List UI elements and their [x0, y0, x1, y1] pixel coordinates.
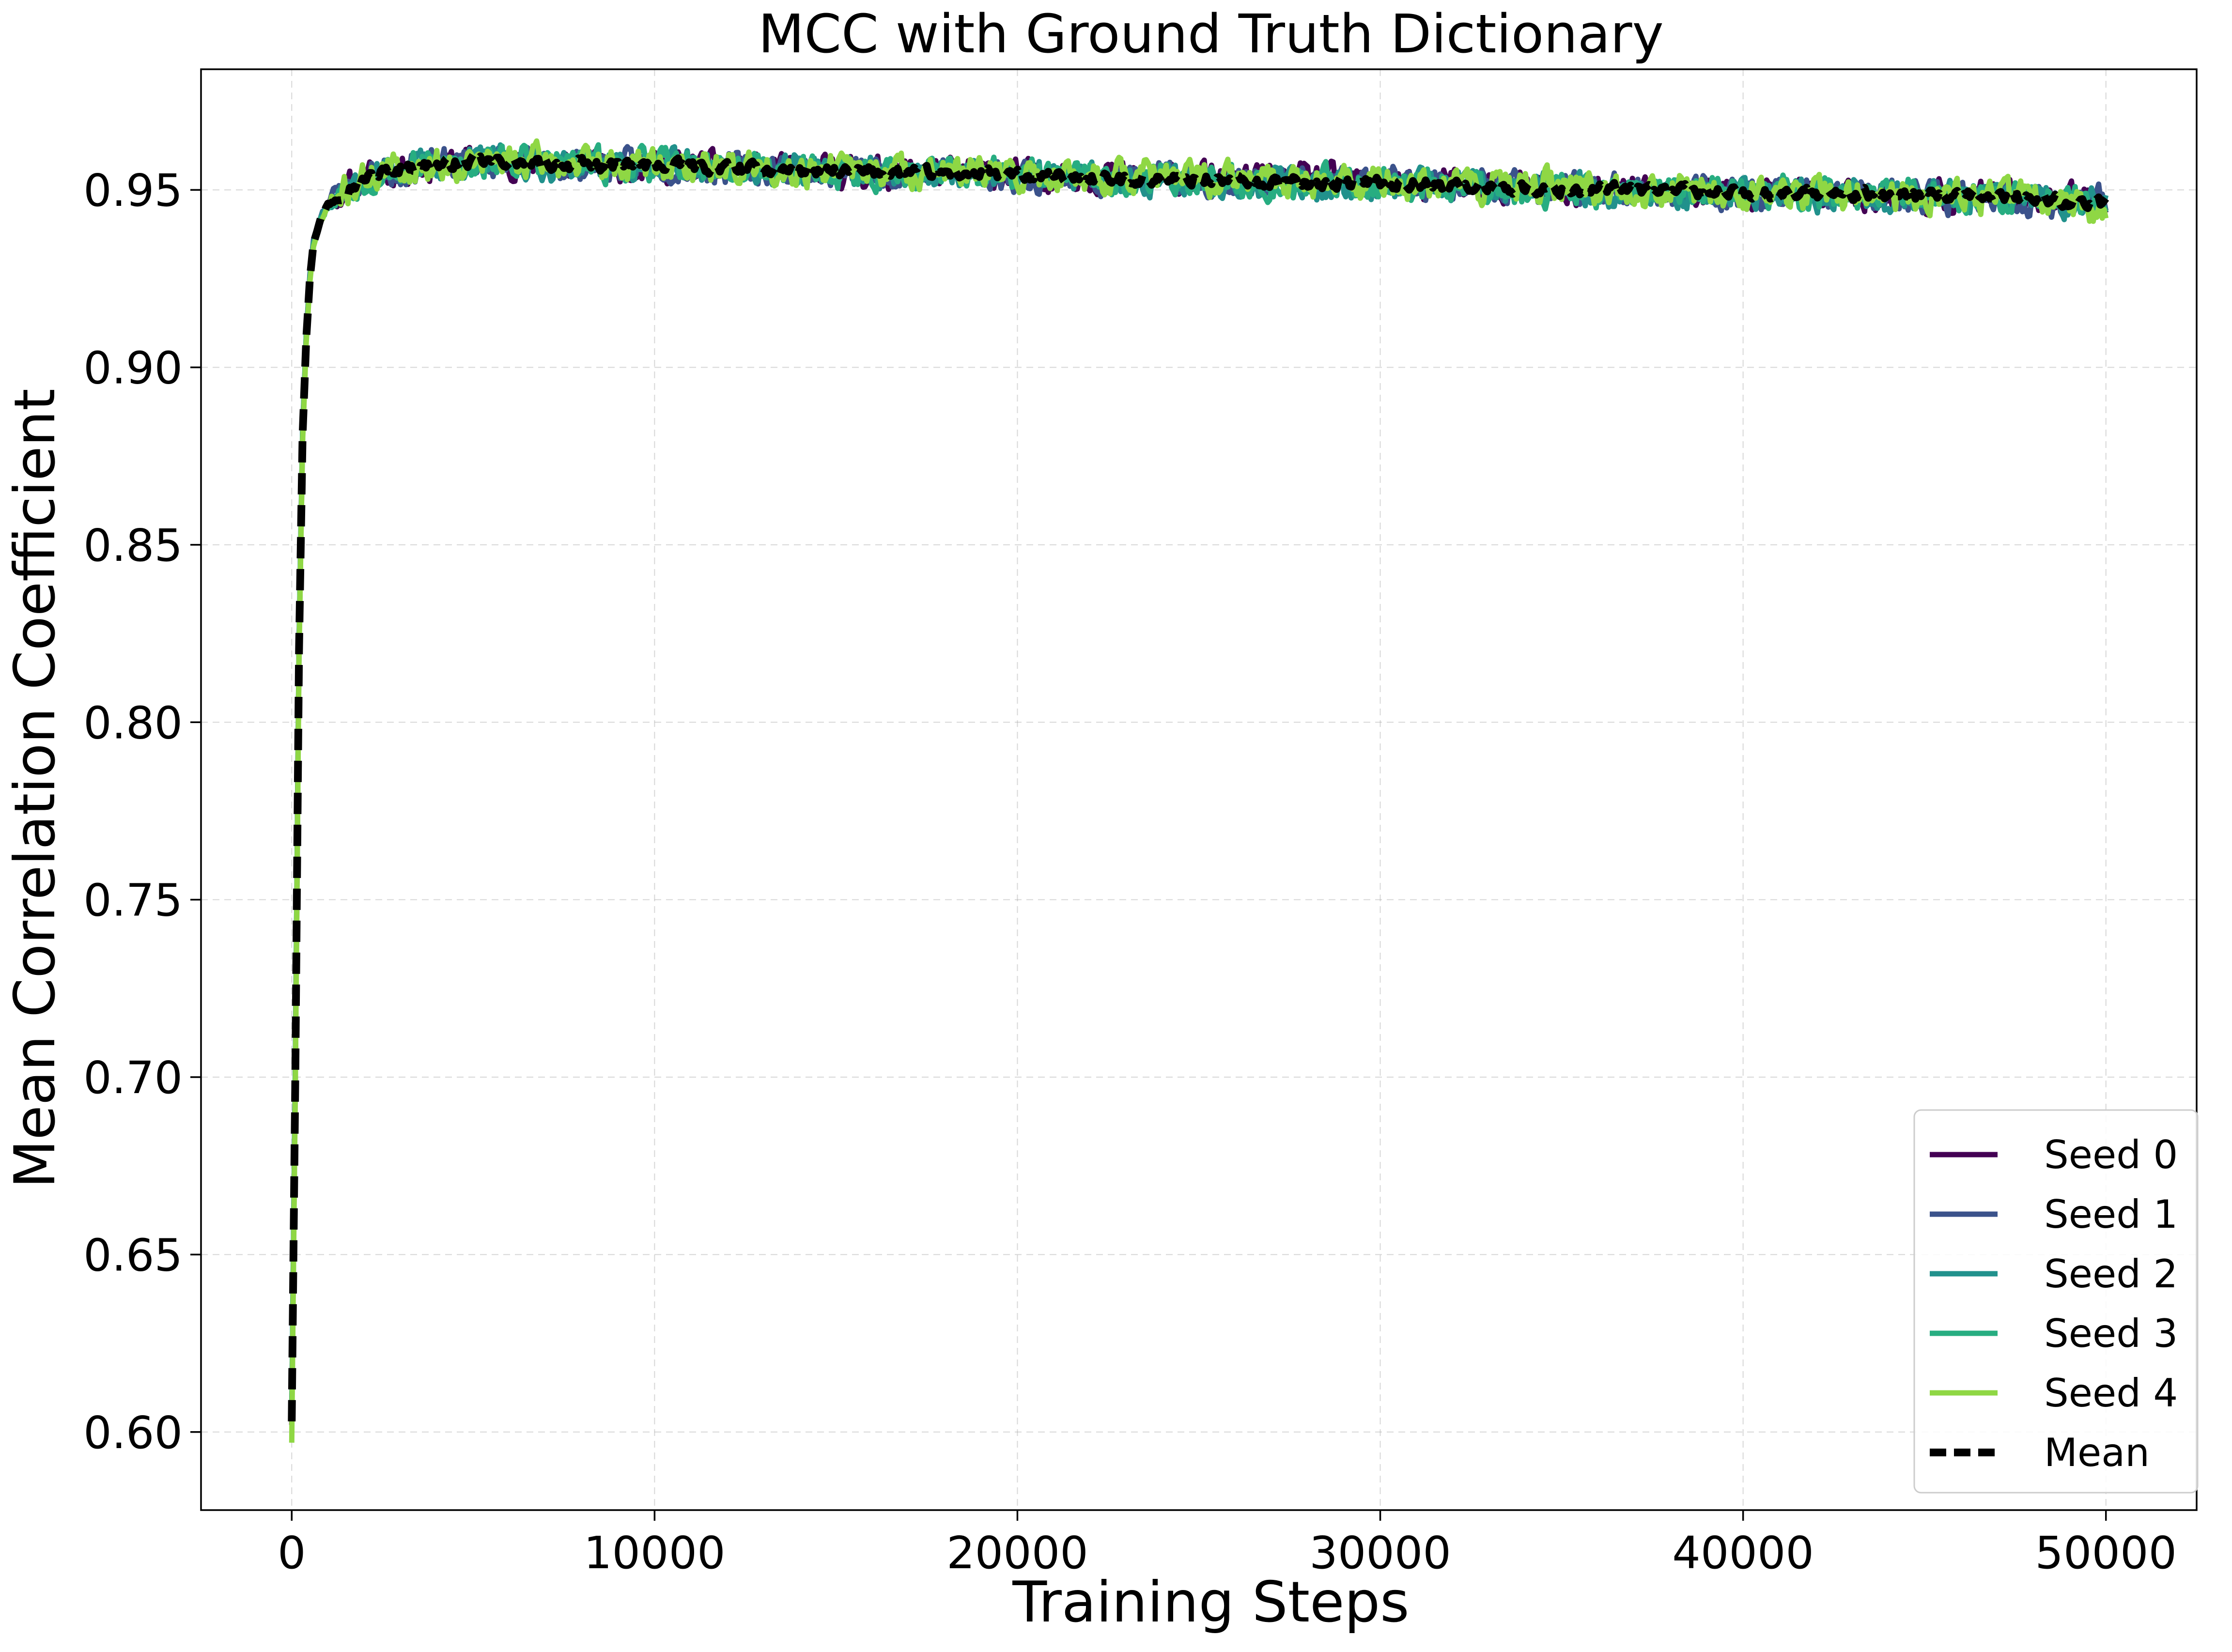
legend-label: Seed 3 [2044, 1311, 2178, 1356]
legend-label: Seed 1 [2044, 1192, 2178, 1237]
y-tick-label: 0.90 [83, 342, 183, 394]
y-tick-label: 0.80 [83, 697, 183, 749]
y-tick-label: 0.75 [83, 875, 183, 926]
x-tick-label: 50000 [2035, 1527, 2177, 1579]
series-line-mean [288, 150, 2109, 1421]
y-tick-label: 0.70 [83, 1052, 183, 1104]
legend-label: Seed 0 [2044, 1132, 2178, 1177]
legend-label: Seed 2 [2044, 1251, 2178, 1297]
legend-box [1913, 1109, 2199, 1494]
x-tick-label: 30000 [1309, 1527, 1451, 1579]
x-tick-label: 20000 [946, 1527, 1088, 1579]
x-tick-label: 40000 [1672, 1527, 1814, 1579]
legend-label: Mean [2044, 1430, 2150, 1475]
y-axis-label: Mean Correlation Coefficient [2, 388, 68, 1188]
axis-ticks: 0 10000 20000 30000 40000 50000 0.60 0.65 0.70 0.… [83, 165, 2177, 1579]
y-tick-label: 0.65 [83, 1229, 183, 1281]
plot-frame [200, 68, 2198, 1511]
legend: Seed 0 Seed 1 Seed 2 Seed 3 Seed 4 Mean [1913, 1109, 2199, 1494]
y-tick-label: 0.60 [83, 1407, 183, 1459]
y-tick-label: 0.85 [83, 520, 183, 571]
x-tick-label: 10000 [584, 1527, 726, 1579]
x-axis-label: Training Steps [1012, 1570, 1409, 1635]
series-lines [288, 138, 2109, 1443]
chart-title: MCC with Ground Truth Dictionary [758, 3, 1663, 65]
legend-label: Seed 4 [2044, 1371, 2178, 1416]
x-tick-label: 0 [278, 1527, 306, 1579]
y-tick-label: 0.95 [83, 165, 183, 216]
